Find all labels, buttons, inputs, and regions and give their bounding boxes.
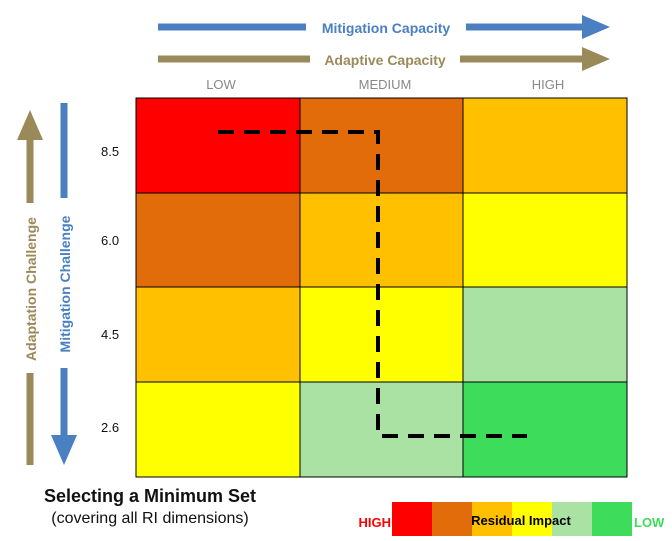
row-label-2-6: 2.6	[101, 420, 119, 435]
grid-cell	[462, 97, 628, 194]
legend-residual-impact-label: Residual Impact	[471, 513, 571, 528]
residual-impact-legend: HIGH Residual Impact LOW	[359, 502, 665, 536]
row-label-6-0: 6.0	[101, 233, 119, 248]
grid-cell	[135, 381, 301, 478]
caption-title: Selecting a Minimum Set	[43, 486, 257, 506]
adaptive-capacity-label: Adaptive Capacity	[324, 52, 446, 68]
grid-cell	[299, 286, 464, 383]
grid-cell	[462, 381, 628, 478]
legend-low-label: LOW	[634, 515, 665, 530]
mitigation-capacity-label: Mitigation Capacity	[322, 20, 451, 36]
mitigation-challenge-label: Mitigation Challenge	[57, 215, 73, 352]
legend-swatch	[392, 502, 432, 536]
legend-high-label: HIGH	[359, 515, 392, 530]
adaptation-challenge-arrow: Adaptation Challenge	[17, 110, 43, 465]
row-label-8-5: 8.5	[101, 144, 119, 159]
mitigation-challenge-arrow: Mitigation Challenge	[51, 103, 77, 465]
adaptive-capacity-arrow: Adaptive Capacity	[158, 47, 610, 71]
adaptation-challenge-label: Adaptation Challenge	[23, 217, 39, 361]
grid-cell	[299, 192, 464, 288]
mitigation-capacity-arrow: Mitigation Capacity	[158, 15, 610, 39]
grid-cell	[135, 286, 301, 383]
column-label-low: LOW	[206, 77, 236, 92]
legend-swatch	[432, 502, 472, 536]
grid-cell	[299, 381, 464, 478]
impact-grid	[135, 97, 628, 478]
caption-subtitle: (covering all RI dimensions)	[51, 510, 249, 527]
legend-swatch	[472, 502, 512, 536]
minimum-set-path	[218, 130, 527, 438]
column-label-medium: MEDIUM	[359, 77, 412, 92]
legend-swatch	[552, 502, 592, 536]
grid-cell	[462, 192, 628, 288]
legend-swatch	[592, 502, 632, 536]
grid-cell	[299, 97, 464, 194]
column-label-high: HIGH	[532, 77, 565, 92]
row-label-4-5: 4.5	[101, 327, 119, 342]
grid-cell	[462, 286, 628, 383]
grid-cell	[135, 97, 301, 194]
grid-cell	[135, 192, 301, 288]
legend-swatch	[512, 502, 552, 536]
